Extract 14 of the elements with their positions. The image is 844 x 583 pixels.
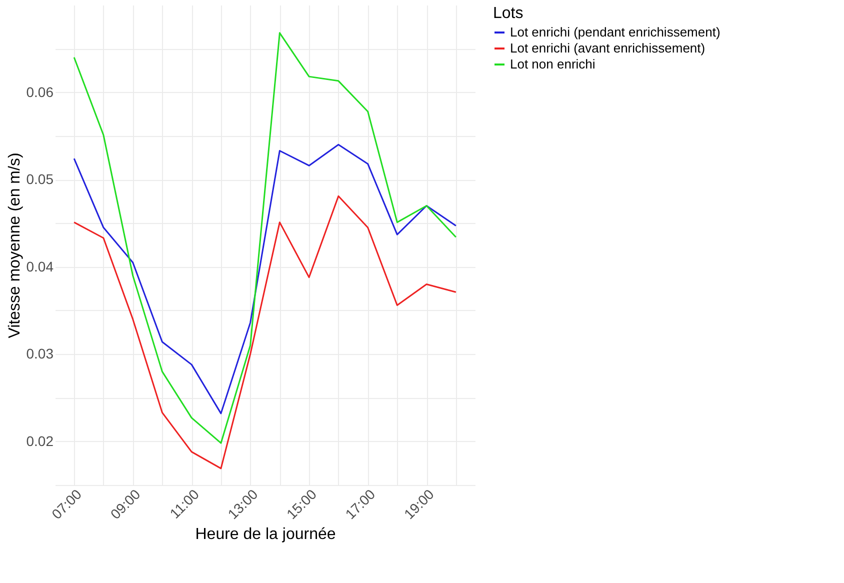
y-tick-label: 0.02 <box>26 432 54 449</box>
line-series <box>73 195 457 470</box>
y-axis-title: Vitesse moyenne (en m/s) <box>6 152 24 338</box>
line-series <box>73 32 457 444</box>
y-tick-label: 0.06 <box>26 84 54 100</box>
line-series <box>73 144 457 414</box>
y-tick-label: 0.03 <box>26 346 54 362</box>
legend-title: Lots <box>493 5 524 22</box>
y-tick-label: 0.04 <box>26 258 54 274</box>
legend-label: Lot enrichi (avant enrichissement) <box>510 40 706 56</box>
x-axis-title: Heure de la journée <box>195 526 336 544</box>
legend-label: Lot enrichi (pendant enrichissement) <box>510 24 720 40</box>
legend-label: Lot non enrichi <box>510 56 596 72</box>
y-tick-label: 0.05 <box>26 171 54 188</box>
